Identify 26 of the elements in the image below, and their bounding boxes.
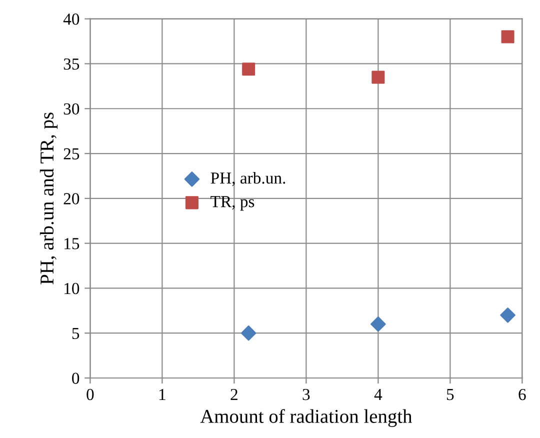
x-tick-label: 2 <box>230 388 238 400</box>
y-tick-label: 40 <box>63 14 80 25</box>
y-tick-label: 0 <box>72 372 80 384</box>
point <box>240 325 256 341</box>
y-tick-label: 25 <box>64 148 80 160</box>
x-tick-label: 0 <box>86 388 94 400</box>
legend-label: PH, arb.un. <box>210 172 286 186</box>
y-tick-label: 5 <box>72 328 80 340</box>
y-tick-label: 10 <box>64 282 80 294</box>
point <box>370 316 386 332</box>
point <box>372 70 385 84</box>
y-tick-label: 15 <box>64 238 80 250</box>
x-tick-label: 6 <box>518 388 526 400</box>
x-tick-label: 1 <box>159 388 166 400</box>
x-tick-label: 3 <box>302 388 310 400</box>
point <box>501 30 514 44</box>
y-tick-label: 20 <box>64 193 80 204</box>
x-tick-label: 4 <box>374 389 382 400</box>
point <box>500 308 516 323</box>
y-tick-label: 30 <box>64 103 80 115</box>
y-tick-label: 35 <box>64 58 80 70</box>
point <box>242 62 256 76</box>
legend-label: TR, ps <box>210 196 254 211</box>
x-axis-title: Amount of radiation length <box>200 409 412 427</box>
x-tick-label: 5 <box>446 389 454 400</box>
y-axis-title: PH, arb.un and TR, ps <box>40 112 58 284</box>
